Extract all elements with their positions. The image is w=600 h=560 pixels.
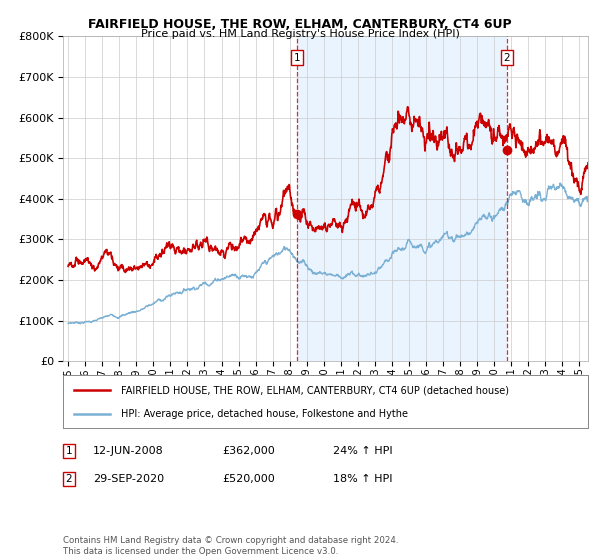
Text: 12-JUN-2008: 12-JUN-2008 <box>93 446 164 456</box>
Text: £362,000: £362,000 <box>222 446 275 456</box>
Text: 1: 1 <box>65 446 73 456</box>
Text: £520,000: £520,000 <box>222 474 275 484</box>
Bar <box>298 36 507 361</box>
Text: 29-SEP-2020: 29-SEP-2020 <box>93 474 164 484</box>
Text: 2: 2 <box>65 474 73 484</box>
Text: 18% ↑ HPI: 18% ↑ HPI <box>333 474 392 484</box>
Text: 2: 2 <box>504 53 511 63</box>
Text: 1: 1 <box>294 53 301 63</box>
Text: Price paid vs. HM Land Registry's House Price Index (HPI): Price paid vs. HM Land Registry's House … <box>140 29 460 39</box>
Text: FAIRFIELD HOUSE, THE ROW, ELHAM, CANTERBURY, CT4 6UP (detached house): FAIRFIELD HOUSE, THE ROW, ELHAM, CANTERB… <box>121 385 509 395</box>
Text: FAIRFIELD HOUSE, THE ROW, ELHAM, CANTERBURY, CT4 6UP: FAIRFIELD HOUSE, THE ROW, ELHAM, CANTERB… <box>88 18 512 31</box>
Text: HPI: Average price, detached house, Folkestone and Hythe: HPI: Average price, detached house, Folk… <box>121 408 408 418</box>
Text: 24% ↑ HPI: 24% ↑ HPI <box>333 446 392 456</box>
Text: Contains HM Land Registry data © Crown copyright and database right 2024.
This d: Contains HM Land Registry data © Crown c… <box>63 536 398 556</box>
